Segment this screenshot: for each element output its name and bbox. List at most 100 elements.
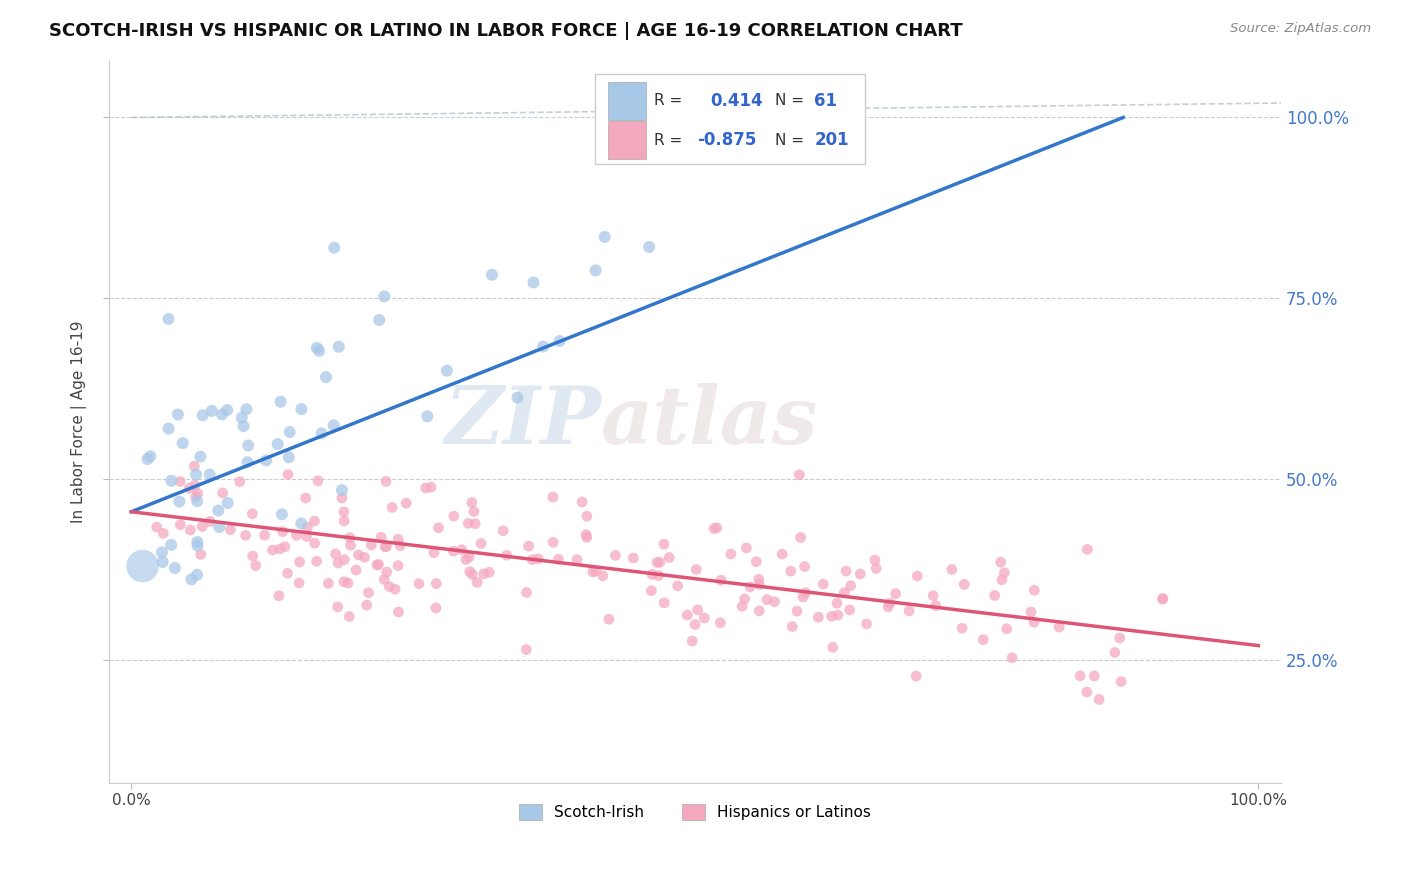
Point: [336, 576, 359, 591]
Point: [131, 559, 153, 574]
Point: [357, 585, 380, 599]
Point: [647, 568, 669, 582]
Point: [277, 566, 299, 581]
Point: [160, 474, 183, 488]
Point: [180, 573, 202, 587]
Point: [666, 579, 689, 593]
Point: [308, 343, 330, 358]
Point: [304, 514, 326, 528]
Point: [1152, 592, 1174, 607]
Point: [755, 592, 778, 607]
Point: [200, 515, 222, 529]
Point: [983, 589, 1005, 603]
Point: [693, 611, 716, 625]
Point: [337, 609, 360, 624]
Point: [157, 422, 180, 436]
Point: [865, 561, 887, 575]
Point: [1001, 650, 1024, 665]
Point: [288, 555, 311, 569]
Point: [387, 605, 409, 619]
Point: [838, 603, 860, 617]
Point: [353, 550, 375, 565]
Point: [245, 558, 267, 573]
Point: [527, 551, 550, 566]
Point: [1047, 620, 1070, 634]
Point: [266, 437, 288, 451]
Point: [425, 600, 447, 615]
Point: [1152, 591, 1174, 606]
Point: [311, 426, 333, 441]
Point: [389, 539, 412, 553]
Point: [169, 475, 191, 489]
Text: SCOTCH-IRISH VS HISPANIC OR LATINO IN LABOR FORCE | AGE 16-19 CORRELATION CHART: SCOTCH-IRISH VS HISPANIC OR LATINO IN LA…: [49, 22, 963, 40]
Point: [495, 549, 517, 563]
Point: [333, 552, 356, 566]
Point: [160, 538, 183, 552]
Point: [575, 530, 598, 544]
Point: [547, 552, 569, 566]
Point: [366, 558, 388, 572]
Point: [157, 312, 180, 326]
Point: [780, 619, 803, 633]
Text: ZIP: ZIP: [444, 383, 602, 460]
Point: [387, 533, 409, 547]
Point: [169, 494, 191, 508]
Point: [522, 552, 544, 566]
Point: [344, 563, 367, 577]
Point: [384, 582, 406, 596]
Point: [652, 537, 675, 551]
Point: [884, 587, 907, 601]
FancyBboxPatch shape: [595, 74, 865, 164]
Point: [953, 577, 976, 591]
Point: [995, 622, 1018, 636]
Text: -0.875: -0.875: [697, 131, 756, 149]
Point: [565, 552, 588, 566]
Point: [832, 585, 855, 599]
FancyBboxPatch shape: [609, 82, 645, 120]
Point: [638, 240, 661, 254]
Point: [356, 598, 378, 612]
Point: [585, 263, 607, 277]
Point: [330, 491, 353, 505]
Point: [186, 494, 208, 508]
Point: [152, 555, 174, 569]
Point: [347, 548, 370, 562]
Point: [235, 402, 257, 417]
Point: [436, 364, 458, 378]
Point: [269, 541, 291, 556]
Point: [373, 289, 395, 303]
Point: [232, 419, 254, 434]
Point: [835, 564, 858, 578]
Point: [461, 495, 484, 509]
Point: [271, 508, 294, 522]
Point: [375, 475, 398, 489]
Point: [855, 616, 877, 631]
Point: [378, 580, 401, 594]
Point: [849, 566, 872, 581]
Point: [1108, 631, 1130, 645]
Point: [219, 523, 242, 537]
Point: [136, 452, 159, 467]
Point: [307, 474, 329, 488]
Point: [463, 504, 485, 518]
Point: [152, 526, 174, 541]
Point: [821, 609, 844, 624]
Point: [229, 475, 252, 489]
Point: [231, 410, 253, 425]
Point: [294, 491, 316, 505]
Point: [420, 480, 443, 494]
Point: [408, 576, 430, 591]
Point: [991, 573, 1014, 587]
Point: [305, 341, 328, 355]
Point: [1076, 542, 1098, 557]
Point: [367, 558, 389, 572]
Point: [333, 514, 356, 528]
Point: [470, 536, 492, 550]
Point: [683, 617, 706, 632]
Point: [395, 496, 418, 510]
Point: [748, 604, 770, 618]
Point: [179, 481, 201, 495]
Point: [813, 577, 835, 591]
Point: [315, 370, 337, 384]
Point: [253, 528, 276, 542]
